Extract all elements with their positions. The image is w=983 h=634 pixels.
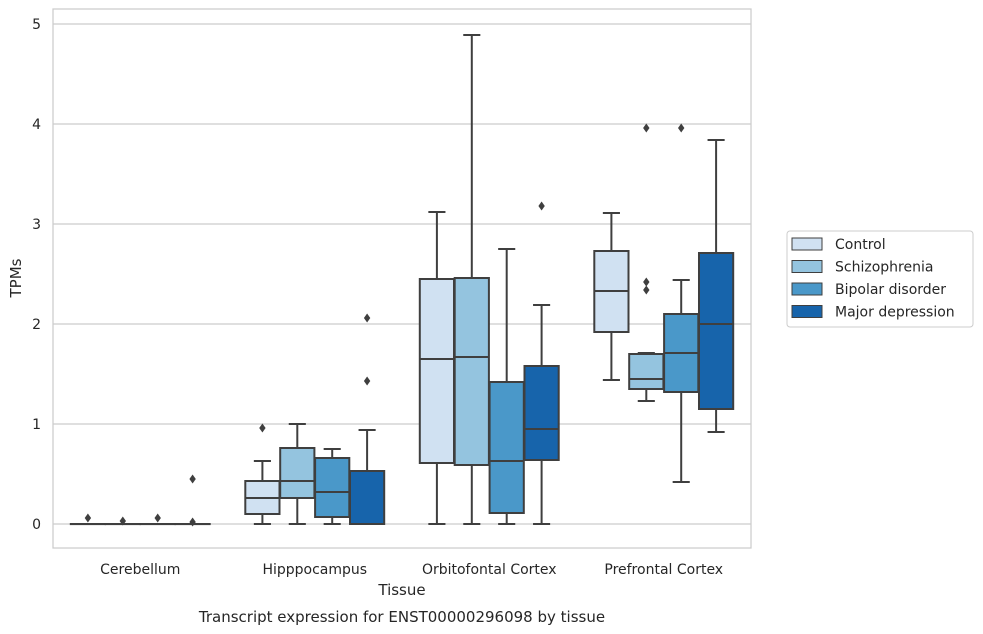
box bbox=[593, 212, 630, 381]
box-body bbox=[628, 353, 665, 390]
box bbox=[453, 34, 490, 525]
y-axis-ticks: 0 1 2 3 4 5 bbox=[32, 17, 41, 533]
legend-swatch bbox=[791, 260, 823, 273]
box-body bbox=[488, 381, 525, 514]
x-tick-label: Prefrontal Cortex bbox=[604, 562, 723, 578]
y-axis-title: TPMs bbox=[7, 258, 25, 298]
x-axis-title: Tissue bbox=[377, 581, 425, 599]
y-tick-label: 1 bbox=[32, 417, 41, 433]
box bbox=[523, 201, 560, 525]
legend-swatch bbox=[791, 282, 823, 296]
plot-background bbox=[53, 9, 751, 548]
outlier-point bbox=[643, 123, 650, 133]
legend-label: Control bbox=[835, 237, 886, 253]
outlier-point bbox=[643, 285, 650, 295]
legend-label: Major depression bbox=[835, 305, 955, 321]
x-axis-ticks: Cerebellum Hipppocampus Orbitofontal Corte… bbox=[100, 562, 723, 578]
y-tick-label: 0 bbox=[32, 517, 41, 533]
outlier-point bbox=[538, 201, 545, 211]
x-tick-label: Orbitofontal Cortex bbox=[422, 562, 557, 578]
outlier-point bbox=[363, 376, 371, 386]
outlier-point bbox=[119, 516, 126, 526]
box-body bbox=[279, 447, 316, 499]
y-tick-label: 5 bbox=[32, 17, 41, 33]
outlier-point bbox=[189, 474, 196, 484]
legend-swatch bbox=[791, 237, 823, 251]
outlier-point bbox=[154, 513, 161, 523]
box bbox=[663, 123, 700, 483]
box-body bbox=[453, 277, 490, 466]
box bbox=[314, 448, 351, 525]
y-tick-label: 4 bbox=[32, 117, 41, 133]
box bbox=[279, 423, 316, 525]
outlier-point bbox=[189, 517, 196, 527]
box-series bbox=[69, 34, 735, 527]
box bbox=[244, 423, 281, 525]
y-tick-label: 3 bbox=[32, 217, 41, 233]
legend-label: Schizophrenia bbox=[835, 260, 933, 276]
box-body bbox=[697, 252, 735, 410]
legend-swatch bbox=[791, 305, 823, 318]
box-body bbox=[314, 457, 351, 518]
legend-label: Bipolar disorder bbox=[835, 282, 946, 298]
x-tick-label: Cerebellum bbox=[100, 562, 180, 578]
box bbox=[174, 474, 211, 527]
outlier-point bbox=[643, 277, 650, 287]
plot-frame bbox=[52, 8, 752, 549]
box bbox=[488, 248, 525, 525]
outlier-point bbox=[363, 313, 371, 323]
outlier-point bbox=[259, 423, 266, 433]
box bbox=[348, 313, 386, 525]
box bbox=[628, 123, 665, 402]
outlier-point bbox=[84, 513, 92, 523]
x-tick-label: Hipppocampus bbox=[262, 562, 367, 578]
y-tick-label: 2 bbox=[32, 317, 41, 333]
legend: Control Schizophrenia Bipolar disorder Majo… bbox=[786, 230, 974, 328]
box-body bbox=[348, 470, 386, 525]
box-body bbox=[523, 365, 560, 461]
outlier-point bbox=[678, 123, 685, 133]
chart-caption: Transcript expression for ENST0000029609… bbox=[198, 608, 605, 626]
box-body bbox=[418, 278, 456, 464]
legend-frame bbox=[786, 230, 974, 328]
box bbox=[697, 139, 735, 433]
